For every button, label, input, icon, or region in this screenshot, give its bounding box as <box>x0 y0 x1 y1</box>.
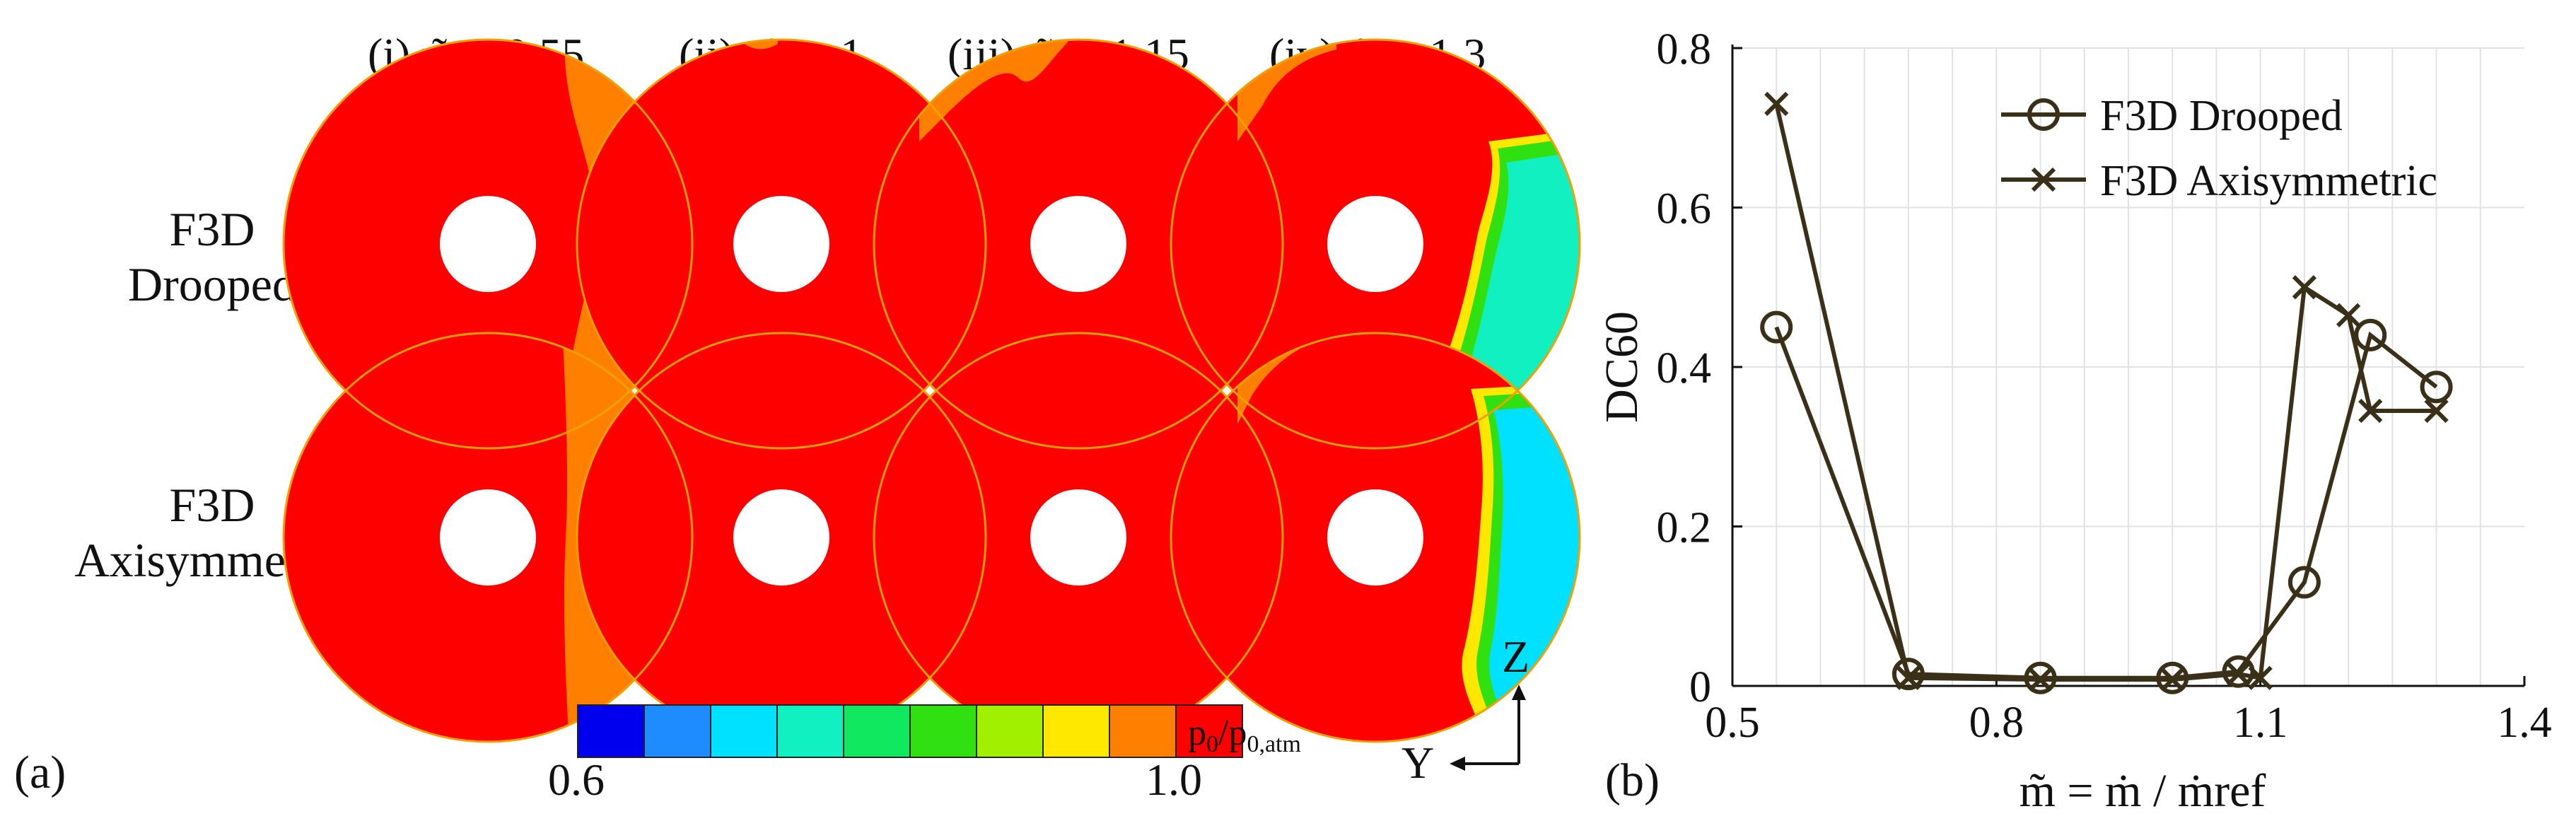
colorbar-segment <box>643 704 711 758</box>
data-point <box>2292 275 2317 300</box>
data-point <box>2160 667 2185 692</box>
y-tick-label: 0.6 <box>1657 185 1712 233</box>
grid <box>1732 47 2524 686</box>
colorbar-segment <box>843 704 911 758</box>
y-tick-label: 0 <box>1689 663 1711 711</box>
y-tick-label: 0.2 <box>1657 504 1712 552</box>
svg-text:p0/p0,atm: p0/p0,atm <box>1188 713 1301 757</box>
series-line <box>1774 103 2437 682</box>
data-point <box>2354 318 2387 351</box>
line-chart: 0.5 0.8 1.1 1.4 0 0.2 0.4 0.6 0.8 DC60 m̃ = ṁ / ṁr… <box>1596 25 2552 817</box>
axis-y-label: Y <box>1401 738 1434 788</box>
data-point <box>2336 303 2361 327</box>
data-point <box>2028 667 2053 692</box>
colorbar-segment <box>1109 704 1177 758</box>
colorbar-segment <box>976 704 1044 758</box>
y-axis-label: DC60 <box>1596 311 1648 423</box>
legend-marker <box>2027 98 2060 131</box>
colorbar-max-label: 1.0 <box>1146 755 1202 805</box>
data-point <box>1764 91 1789 117</box>
panel-tag-b: (b) <box>1605 755 1660 806</box>
series-drooped <box>1760 310 2453 694</box>
legend-marker <box>2031 167 2056 192</box>
x-tick-label: 0.5 <box>1705 699 1760 747</box>
data-point <box>2287 566 2321 599</box>
x-tick-label: 1.4 <box>2497 699 2552 747</box>
panel-tag-a: (a) <box>14 747 66 798</box>
colorbar-segment <box>577 704 645 758</box>
colorbar-segment <box>1042 704 1110 758</box>
row-label-drooped: F3D Drooped <box>128 202 296 311</box>
data-point <box>1760 310 1793 344</box>
data-point <box>1892 658 1925 691</box>
x-tick-label: 1.1 <box>2233 699 2288 747</box>
legend-label: F3D Drooped <box>2100 92 2343 140</box>
axis-z-label: Z <box>1502 631 1529 682</box>
colorbar-segment <box>1175 704 1243 758</box>
colorbar <box>577 704 1243 758</box>
colorbar-segment <box>710 704 778 758</box>
data-point <box>2248 665 2273 690</box>
contour-plots: 0.6 1.0 p0/p0,atm Z Y <box>282 38 1581 805</box>
series-line <box>1774 326 2438 680</box>
legend: F3D Drooped F3D Axisymmetric <box>2001 92 2437 205</box>
hub-holes <box>440 196 1423 586</box>
x-tick-label: 0.8 <box>1969 699 2024 747</box>
colorbar-segment <box>909 704 977 758</box>
data-point <box>1896 665 1921 690</box>
data-point <box>2424 398 2449 424</box>
axis-indicator <box>1450 685 1526 771</box>
data-point <box>2358 398 2383 424</box>
series-axisymmetric <box>1764 91 2449 692</box>
colorbar-quantity-label: p0/p0,atm <box>1188 713 1301 757</box>
data-point <box>2420 371 2453 404</box>
colorbar-min-label: 0.6 <box>548 755 605 805</box>
colorbar-segment <box>776 704 844 758</box>
data-point <box>2226 661 2251 687</box>
legend-label: F3D Axisymmetric <box>2100 157 2437 205</box>
x-axis-label: m̃ = ṁ / ṁref <box>2020 765 2266 817</box>
y-tick-label: 0.8 <box>1657 25 1712 74</box>
y-tick-label: 0.4 <box>1657 344 1712 392</box>
